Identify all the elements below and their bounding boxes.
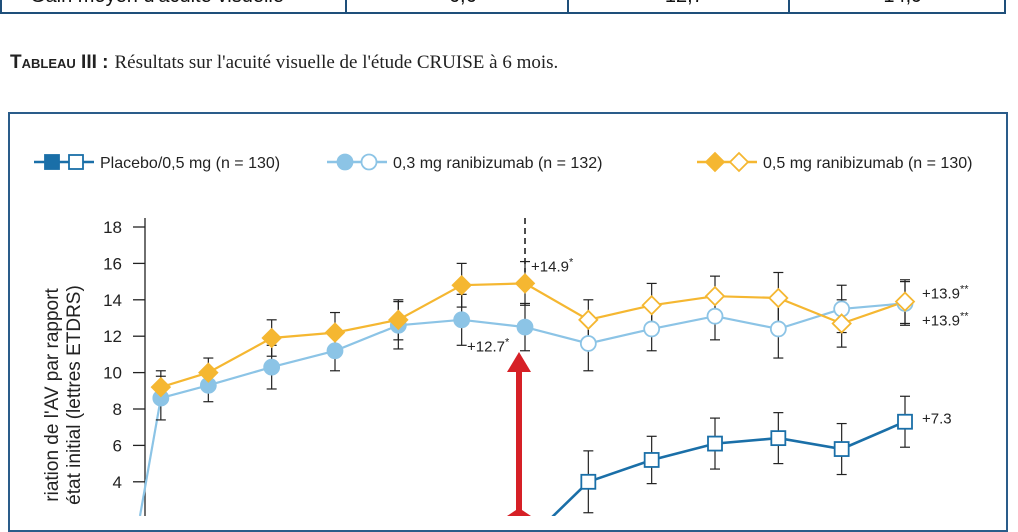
summary-table: Gain moyen d'acuité visuelle +6,6 +12,7 … (0, 0, 1006, 14)
series-line (160, 302, 906, 400)
data-point (706, 307, 724, 325)
data-point (388, 309, 409, 331)
y-tick-label: 16 (103, 254, 122, 273)
series-line (587, 420, 906, 484)
legend-label: Placebo/0,5 mg (n = 130) (100, 155, 280, 172)
data-point (643, 452, 660, 468)
acuity-chart: Placebo/0,5 mg (n = 130) 0,3 mg ranibizum… (34, 151, 972, 516)
annotation-label: +14.9* (531, 256, 574, 275)
legend-label: 0,5 mg ranibizumab (n = 130) (763, 155, 972, 172)
data-point (150, 376, 172, 398)
data-point (831, 313, 852, 334)
data-point (897, 413, 913, 430)
legend-marker-filled (336, 153, 354, 171)
y-tick-label: 18 (103, 218, 122, 237)
y-axis-label: riation de l'AV par rapport (42, 288, 63, 502)
data-point (198, 362, 219, 383)
data-point (453, 311, 471, 329)
data-point (704, 285, 726, 307)
y-tick-label: 14 (103, 291, 122, 310)
data-point (578, 309, 599, 331)
data-point (641, 294, 662, 316)
data-point (451, 274, 472, 296)
legend-marker-open (68, 154, 84, 170)
legend-marker-open (360, 153, 378, 171)
data-point (894, 291, 916, 312)
y-tick-label: 4 (113, 473, 122, 492)
annotation-label: +12.7* (467, 336, 510, 355)
data-point (643, 320, 661, 338)
difference-arrow-head (507, 352, 531, 372)
table-cell-value: +12,7 (569, 0, 790, 12)
table-cell-value: +6,6 (347, 0, 569, 12)
annotation-label: +7.3 (922, 411, 952, 428)
annotation-label: +13.9** (922, 284, 969, 303)
caption-text: Résultats sur l'acuité visuelle de l'étu… (114, 52, 559, 73)
data-point (768, 287, 789, 309)
data-point (263, 358, 281, 376)
data-point (516, 318, 534, 336)
y-axis-label: état initial (lettres ETDRS) (64, 285, 85, 505)
y-tick-label: 6 (113, 436, 122, 455)
difference-arrow-head (507, 508, 531, 516)
table-caption: Tableau III : Résultats sur l'acuité visu… (10, 52, 558, 74)
legend-label: 0,3 mg ranibizumab (n = 132) (393, 155, 602, 172)
data-point (324, 322, 346, 343)
legend-marker-filled (44, 154, 60, 170)
data-point (580, 473, 597, 490)
data-point (707, 435, 723, 452)
y-tick-label: 12 (103, 327, 122, 346)
data-point (326, 342, 344, 360)
data-point (261, 327, 282, 349)
data-point (769, 320, 787, 338)
legend-marker-filled (704, 151, 726, 173)
caption-label: Tableau III : (10, 52, 109, 73)
legend-marker-open (728, 151, 750, 173)
series-line-0-3mg (138, 397, 162, 516)
table-cell-value: +14,9 (790, 0, 1004, 12)
data-point (833, 441, 850, 457)
table-cell-label: Gain moyen d'acuité visuelle (2, 0, 347, 12)
y-tick-label: 8 (113, 400, 122, 419)
data-point (514, 273, 536, 294)
data-point (579, 335, 597, 352)
y-tick-label: 10 (103, 364, 122, 383)
annotation-label: +13.9** (922, 311, 969, 330)
data-point (770, 430, 787, 447)
